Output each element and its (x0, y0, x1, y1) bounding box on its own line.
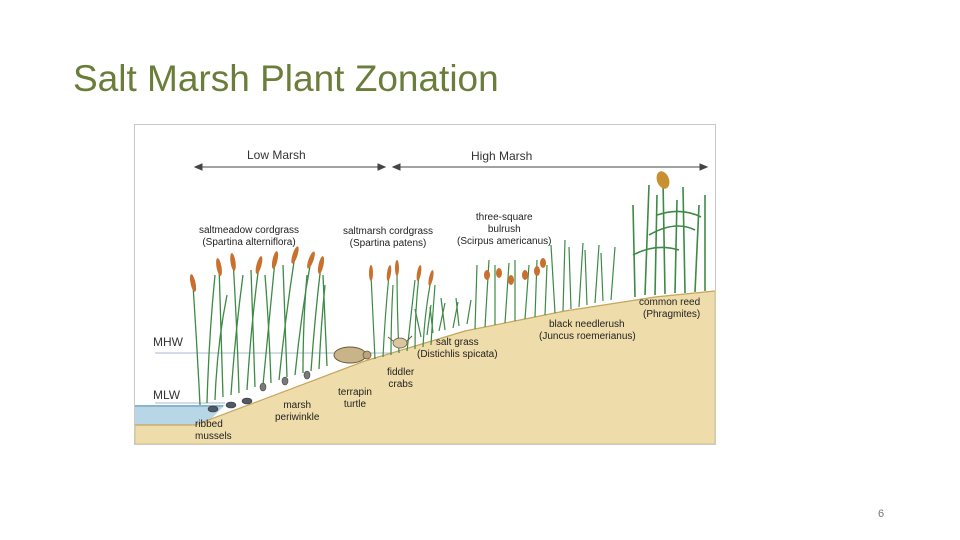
bulrush-common-name-1: three-square (475, 212, 533, 223)
bulrush-scientific-name: (Scirpus americanus) (457, 236, 552, 247)
saltmarsh-cordgrass-seedheads (369, 260, 434, 286)
page-number: 6 (878, 508, 885, 520)
common-reed-common-name: common reed (639, 297, 701, 308)
marsh-periwinkle-icons (259, 370, 311, 392)
saltmeadow-common-name: saltmeadow cordgrass (199, 225, 300, 236)
bulrush-label: three-square bulrush (Scirpus americanus… (457, 212, 551, 248)
mussels-line-1: ribbed (195, 419, 223, 430)
bulrush-common-name-2: bulrush (487, 224, 521, 235)
saltmeadow-cordgrass-label: saltmeadow cordgrass (Spartina alternifl… (199, 225, 299, 249)
ribbed-mussels-icons (207, 397, 253, 413)
high-marsh-label: High Marsh (471, 149, 533, 163)
black-needlerush-label: black needlerush (Juncus roemerianus) (539, 319, 636, 343)
bulrush-spikelets (484, 258, 546, 285)
terrapin-line-1: terrapin (338, 387, 372, 398)
black-needlerush-plants (550, 239, 616, 314)
low-marsh-arrow (193, 163, 387, 171)
common-reed-label: common reed (Phragmites) (639, 297, 700, 321)
common-reed-plants (632, 179, 706, 298)
periwinkle-line-1: marsh (283, 400, 312, 411)
needlerush-scientific-name: (Juncus roemerianus) (539, 331, 636, 342)
common-reed-plume (656, 171, 670, 189)
ribbed-mussels-label: ribbed mussels (195, 419, 232, 443)
saltmeadow-cordgrass-seedheads (189, 246, 325, 292)
salt-grass-plants (414, 297, 472, 338)
mlw-label: MLW (153, 388, 181, 402)
mussels-line-2: mussels (195, 431, 232, 442)
mhw-label: MHW (153, 335, 183, 349)
terrapin-turtle-label: terrapin turtle (338, 387, 372, 411)
fiddler-crabs-line-1: fiddler (387, 367, 415, 378)
saltmeadow-cordgrass-plants (192, 254, 328, 406)
salt-grass-scientific-name: (Distichlis spicata) (417, 349, 498, 360)
terrapin-line-2: turtle (343, 399, 367, 410)
salt-marsh-diagram: Low Marsh High Marsh MHW MLW saltmeadow … (134, 124, 716, 445)
fiddler-crabs-label: fiddler crabs (387, 367, 414, 391)
saltmarsh-scientific-name: (Spartina patens) (349, 238, 427, 249)
terrapin-turtle-icon (333, 346, 372, 364)
saltmeadow-scientific-name: (Spartina alterniflora) (202, 237, 296, 248)
fiddler-crab-icon (387, 335, 413, 349)
low-marsh-label: Low Marsh (247, 148, 306, 162)
marsh-periwinkle-label: marsh periwinkle (275, 400, 319, 424)
saltmarsh-common-name: saltmarsh cordgrass (343, 226, 434, 237)
slide-title: Salt Marsh Plant Zonation (73, 58, 499, 99)
marsh-illustration (135, 163, 715, 444)
fiddler-crabs-line-2: crabs (388, 379, 413, 390)
salt-grass-label: salt grass (Distichlis spicata) (417, 337, 498, 361)
high-marsh-arrow (391, 163, 709, 171)
tidal-water (135, 405, 225, 425)
common-reed-scientific-name: (Phragmites) (643, 309, 701, 320)
saltmarsh-cordgrass-label: saltmarsh cordgrass (Spartina patens) (343, 226, 433, 250)
needlerush-common-name: black needlerush (549, 319, 625, 330)
salt-grass-common-name: salt grass (435, 337, 479, 348)
periwinkle-line-2: periwinkle (275, 412, 320, 423)
